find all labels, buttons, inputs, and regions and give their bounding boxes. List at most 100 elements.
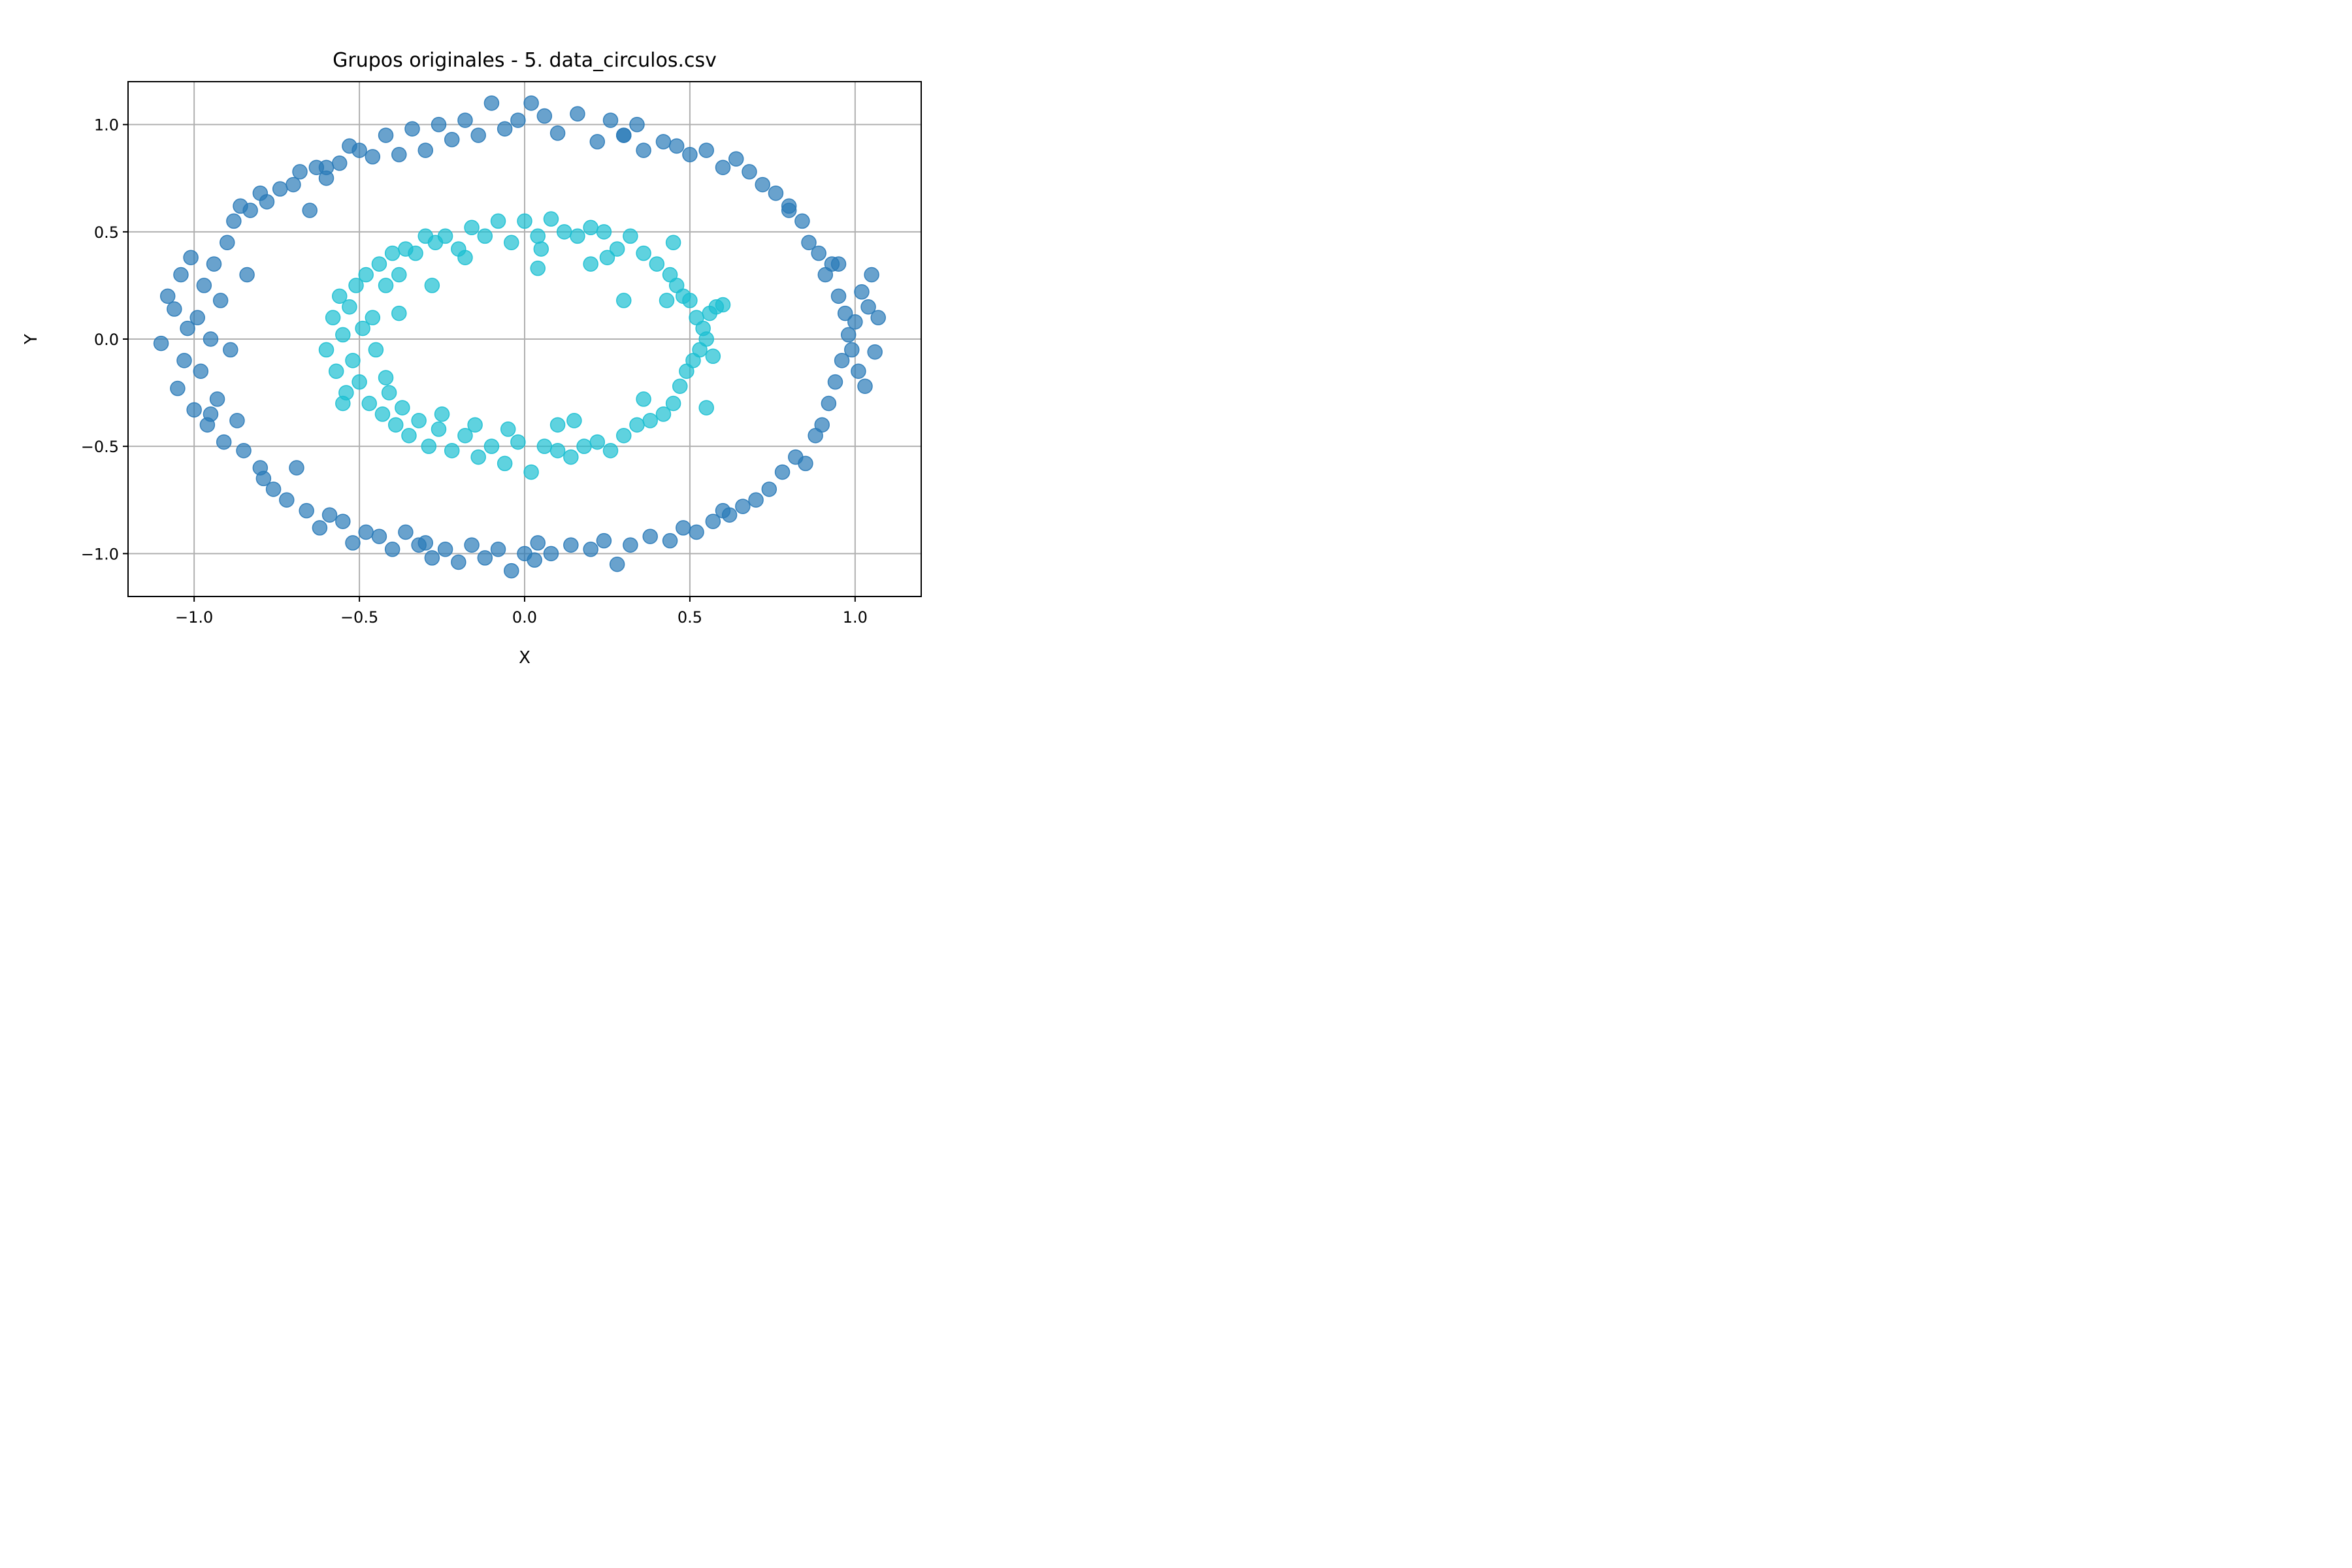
data-point	[259, 194, 275, 210]
data-point	[365, 310, 381, 325]
data-point	[325, 310, 341, 325]
data-point	[345, 353, 361, 368]
data-point	[355, 320, 370, 336]
data-point	[483, 95, 500, 111]
data-point	[662, 532, 678, 549]
data-point	[609, 557, 625, 572]
data-point	[196, 278, 212, 293]
data-point	[173, 267, 189, 283]
data-point	[748, 492, 764, 508]
data-point	[623, 228, 638, 244]
data-point	[437, 542, 453, 557]
data-point	[642, 529, 658, 544]
data-point	[682, 146, 698, 163]
data-point	[431, 116, 447, 133]
data-point	[335, 327, 351, 343]
data-point	[583, 256, 598, 272]
data-point	[457, 428, 473, 444]
data-point	[536, 438, 553, 454]
series-2	[318, 211, 731, 480]
y-tick-label: −0.5	[81, 438, 119, 456]
data-point	[821, 395, 837, 412]
data-point	[477, 228, 493, 244]
data-point	[698, 142, 714, 158]
data-point	[328, 363, 344, 379]
data-point	[457, 112, 473, 128]
data-point	[830, 288, 847, 304]
data-point	[209, 391, 225, 407]
data-point	[159, 288, 176, 304]
x-tick-label: 1.0	[843, 608, 868, 627]
data-point	[504, 563, 519, 579]
data-point	[530, 260, 546, 276]
data-point	[167, 301, 182, 317]
data-point	[490, 542, 506, 557]
data-point	[576, 438, 592, 454]
data-point	[742, 164, 757, 180]
data-point	[279, 492, 295, 508]
data-point	[705, 514, 721, 529]
data-point	[867, 344, 883, 360]
y-tick-label: 0.0	[94, 331, 119, 349]
data-point	[566, 413, 582, 429]
data-point	[781, 203, 797, 218]
data-point	[421, 438, 437, 454]
x-tick-label: −1.0	[175, 608, 213, 627]
data-point	[761, 482, 777, 497]
data-point	[715, 502, 731, 519]
data-point	[404, 121, 420, 137]
data-point	[655, 134, 672, 150]
data-point	[682, 293, 698, 308]
data-point	[444, 131, 460, 148]
series-1	[153, 95, 886, 579]
data-point	[705, 348, 721, 365]
data-point	[206, 256, 222, 272]
data-point	[183, 250, 199, 265]
data-point	[351, 142, 367, 158]
data-point	[636, 245, 651, 261]
data-point	[570, 106, 585, 122]
data-point	[801, 235, 817, 250]
y-axis-label: Y	[22, 334, 41, 345]
data-point	[834, 353, 850, 368]
data-point	[811, 245, 826, 261]
data-point	[378, 278, 394, 293]
data-point	[715, 159, 731, 176]
data-point	[342, 299, 357, 315]
data-point	[318, 342, 335, 358]
data-point	[676, 520, 691, 536]
data-point	[361, 395, 378, 412]
data-point	[596, 532, 612, 549]
x-tick-label: 0.0	[512, 608, 537, 627]
data-point	[599, 250, 615, 265]
data-point	[411, 413, 427, 429]
data-point	[331, 288, 348, 304]
data-point	[794, 213, 810, 229]
data-point	[659, 293, 675, 308]
data-point	[636, 142, 651, 158]
data-point	[497, 455, 513, 472]
data-point	[774, 464, 791, 480]
data-point	[844, 342, 860, 358]
data-point	[368, 342, 384, 358]
data-point	[530, 228, 546, 244]
data-point	[536, 108, 553, 124]
data-point	[735, 498, 751, 514]
data-point	[698, 331, 714, 347]
data-point	[814, 417, 830, 433]
data-point	[549, 442, 566, 459]
chart-title: Grupos originales - 5. data_circulos.csv	[333, 49, 717, 72]
data-point	[384, 245, 400, 261]
data-point	[434, 406, 450, 422]
data-point	[408, 245, 423, 261]
grid-lines	[128, 82, 921, 596]
data-point	[768, 185, 784, 201]
data-point	[798, 455, 813, 472]
data-point	[345, 535, 361, 551]
data-point	[527, 552, 542, 568]
data-point	[180, 320, 195, 336]
data-point	[381, 385, 397, 400]
data-point	[602, 112, 619, 128]
data-point	[497, 121, 513, 137]
data-point	[672, 378, 688, 394]
